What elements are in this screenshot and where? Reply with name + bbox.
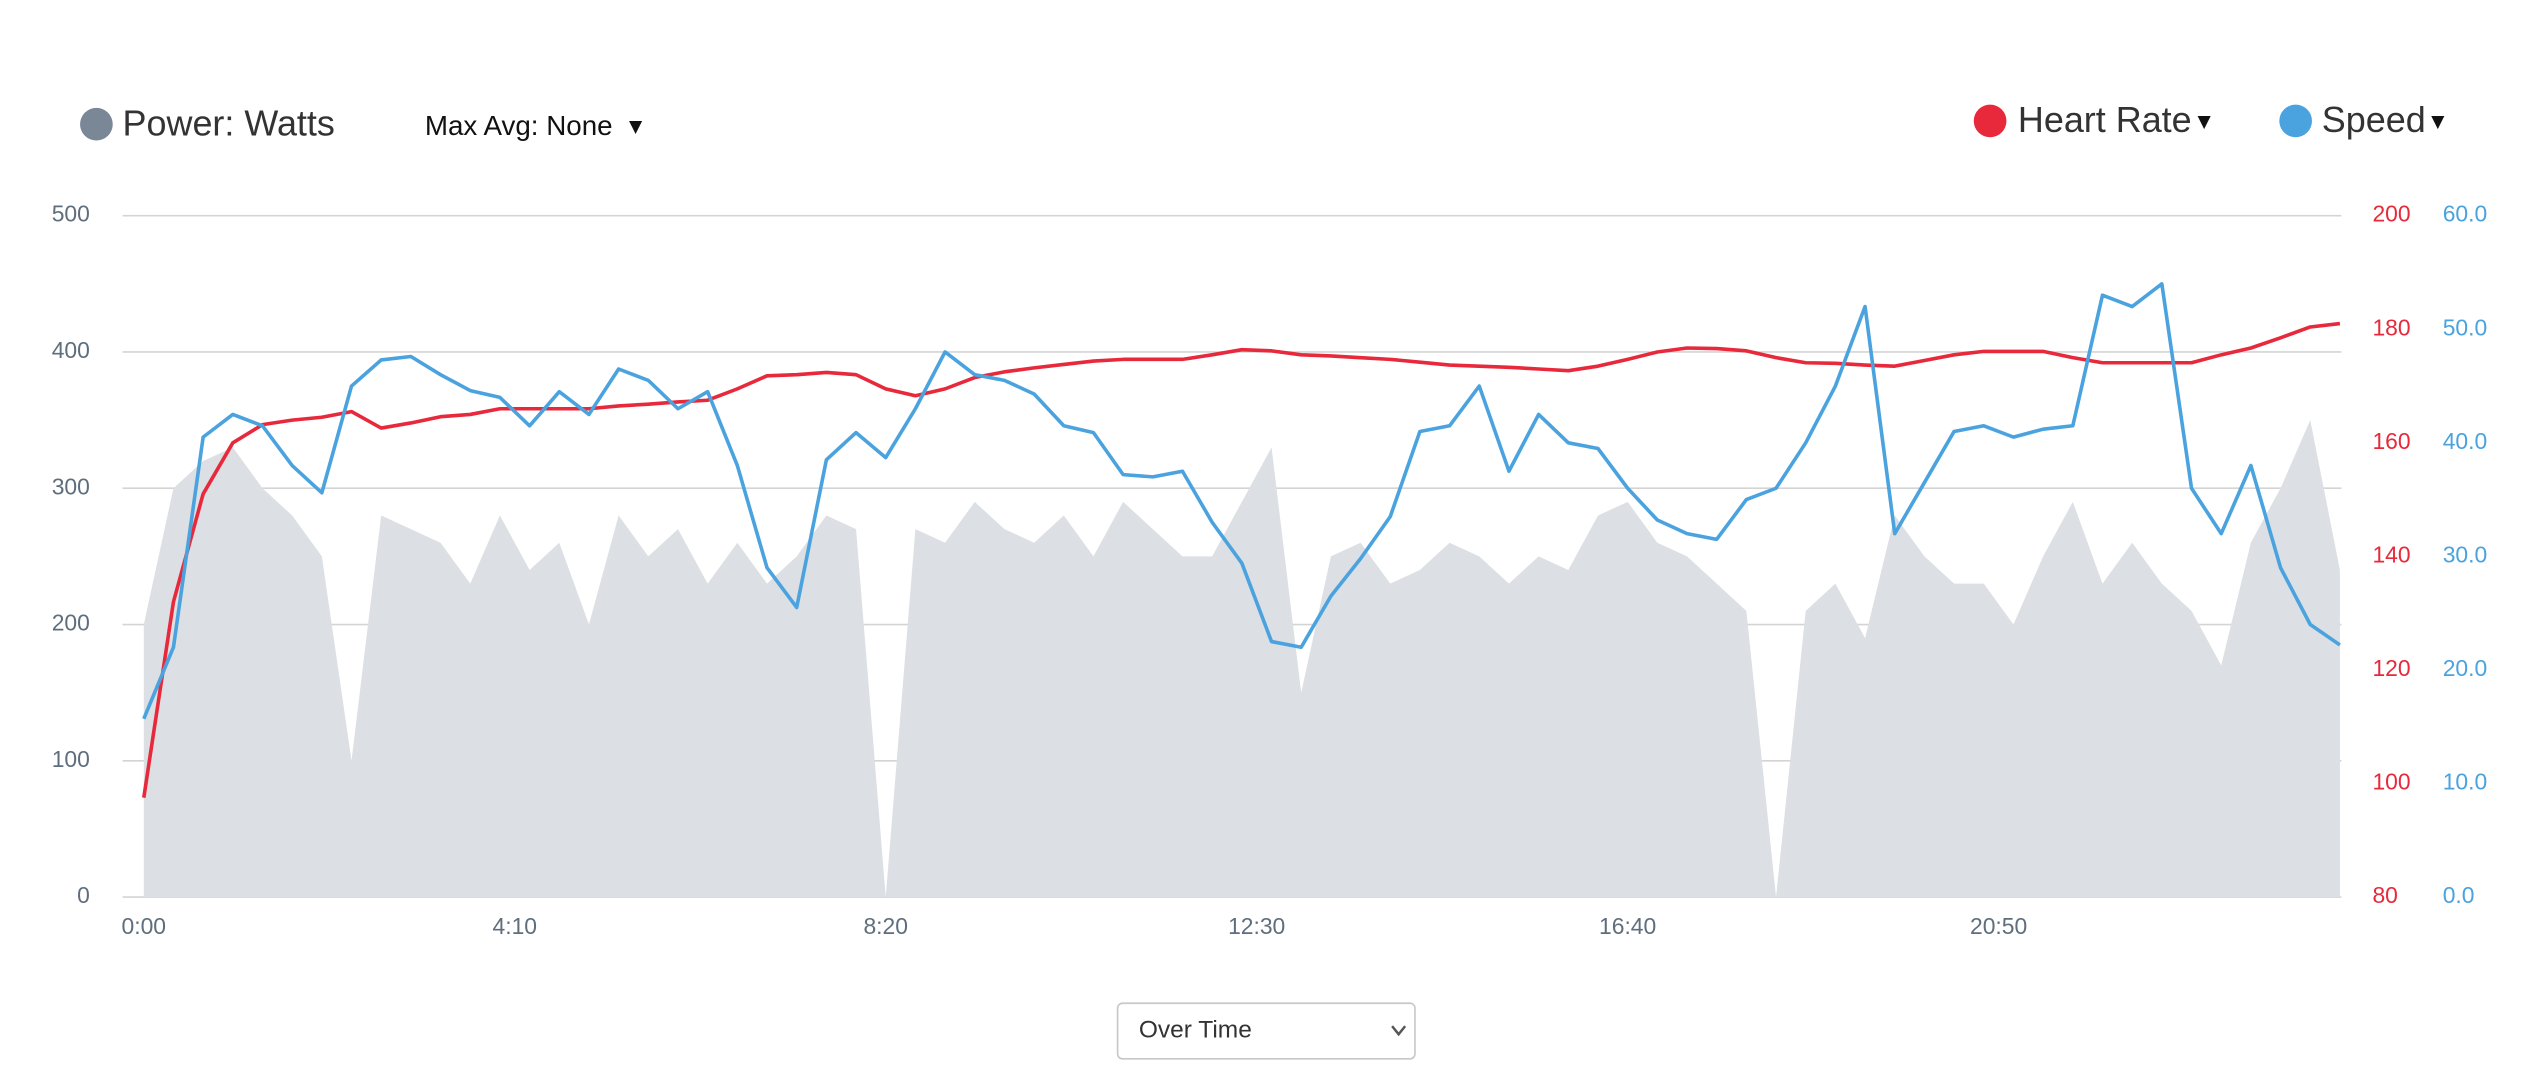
y3-tick-label: 40.0: [2443, 428, 2488, 454]
y-tick-label: 500: [52, 201, 90, 227]
dropdown-arrow: [2431, 116, 2445, 130]
y-tick-label: 100: [52, 746, 90, 772]
x-tick-label: 12:30: [1228, 913, 1285, 939]
legend-label: Power: Watts: [123, 102, 335, 143]
y2-tick-label: 160: [2372, 428, 2410, 454]
legend-label[interactable]: Speed: [2322, 99, 2426, 140]
legend-left: Power: Watts Max Avg: None: [80, 102, 643, 143]
max-avg-control[interactable]: Max Avg: None: [425, 110, 643, 141]
y-tick-label: 200: [52, 610, 90, 636]
plot: 0 100 200 300 400 500 80 100 120 140 160 180 200 0.0 1…: [52, 201, 2487, 939]
legend-label[interactable]: Heart Rate: [2018, 99, 2192, 140]
y-tick-label: 0: [77, 882, 90, 908]
x-tick-label: 16:40: [1599, 913, 1656, 939]
legend-speed[interactable]: Speed: [2279, 99, 2445, 140]
legend-dot: [80, 107, 113, 141]
dropdown-arrow: [2197, 116, 2211, 130]
y2-tick-label: 140: [2372, 541, 2410, 567]
legend-dot: [1973, 104, 2007, 138]
x-tick-label: 0:00: [122, 913, 166, 939]
view-select[interactable]: Over Time: [1116, 1002, 1416, 1060]
y3-tick-label: 0.0: [2443, 882, 2475, 908]
select-chevron: [1391, 1025, 1407, 1037]
select-box[interactable]: [1116, 1002, 1416, 1060]
y-tick-label: 300: [52, 473, 90, 499]
x-tick-label: 8:20: [863, 913, 908, 939]
y2-tick-label: 180: [2372, 314, 2410, 340]
legend-dot: [2279, 104, 2312, 138]
legend-heart-rate[interactable]: Heart Rate: [1973, 99, 2211, 140]
y2-tick-label: 100: [2372, 769, 2410, 795]
y2-tick-label: 80: [2372, 882, 2397, 908]
y3-tick-label: 60.0: [2443, 201, 2488, 227]
y2-tick-label: 120: [2372, 655, 2410, 681]
x-tick-label: 20:50: [1970, 913, 2027, 939]
y-tick-label: 400: [52, 337, 90, 363]
y2-tick-label: 200: [2372, 201, 2410, 227]
dropdown-arrow: [629, 120, 643, 135]
series-line: [142, 282, 2341, 720]
y3-tick-label: 10.0: [2443, 769, 2488, 795]
y3-tick-label: 50.0: [2443, 314, 2488, 340]
select-label: Over Time: [1139, 1016, 1252, 1043]
max-avg-label[interactable]: Max Avg: None: [425, 110, 613, 141]
y3-tick-label: 20.0: [2443, 655, 2488, 681]
y3-tick-label: 30.0: [2443, 541, 2488, 567]
power-area: [143, 420, 2340, 898]
x-tick-label: 4:10: [493, 913, 538, 939]
